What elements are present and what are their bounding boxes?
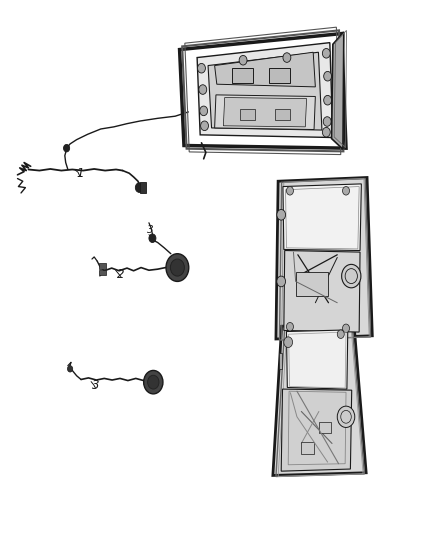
Polygon shape xyxy=(223,98,307,127)
Circle shape xyxy=(286,187,293,195)
Polygon shape xyxy=(286,330,348,389)
Circle shape xyxy=(170,259,184,276)
Circle shape xyxy=(343,324,350,333)
Circle shape xyxy=(322,49,330,58)
Bar xyxy=(279,353,282,369)
Circle shape xyxy=(323,117,331,126)
Text: 3: 3 xyxy=(147,225,153,236)
Circle shape xyxy=(135,183,143,192)
Polygon shape xyxy=(208,52,322,130)
Circle shape xyxy=(324,95,332,105)
Circle shape xyxy=(342,264,361,288)
Polygon shape xyxy=(283,184,361,251)
Bar xyxy=(240,109,255,120)
Circle shape xyxy=(144,370,163,394)
Polygon shape xyxy=(215,95,315,130)
Text: 2: 2 xyxy=(117,268,125,281)
Polygon shape xyxy=(273,324,366,475)
Circle shape xyxy=(67,366,73,372)
Circle shape xyxy=(343,187,350,195)
Polygon shape xyxy=(215,52,315,87)
Polygon shape xyxy=(276,177,372,339)
Bar xyxy=(301,442,314,454)
Polygon shape xyxy=(197,43,333,138)
Polygon shape xyxy=(281,389,352,471)
Circle shape xyxy=(324,71,332,81)
Circle shape xyxy=(198,63,205,73)
Bar xyxy=(99,263,106,269)
Circle shape xyxy=(337,406,355,427)
Circle shape xyxy=(277,209,286,220)
Circle shape xyxy=(337,330,344,338)
Circle shape xyxy=(277,276,286,287)
Text: 3: 3 xyxy=(92,379,99,392)
Circle shape xyxy=(148,375,159,389)
Circle shape xyxy=(149,234,156,243)
Circle shape xyxy=(201,121,208,131)
Bar xyxy=(232,68,253,83)
Circle shape xyxy=(200,106,208,116)
Polygon shape xyxy=(332,32,344,149)
Bar xyxy=(99,270,106,275)
Circle shape xyxy=(166,254,189,281)
Bar xyxy=(140,182,146,193)
Bar xyxy=(296,272,328,296)
Circle shape xyxy=(64,144,70,152)
Bar xyxy=(269,68,290,83)
Circle shape xyxy=(284,337,293,348)
Circle shape xyxy=(239,55,247,65)
Circle shape xyxy=(283,53,291,62)
Circle shape xyxy=(322,127,330,137)
Polygon shape xyxy=(284,251,360,332)
Circle shape xyxy=(286,322,293,331)
Bar xyxy=(275,109,290,120)
Bar xyxy=(319,422,331,433)
Text: 1: 1 xyxy=(77,167,84,180)
Circle shape xyxy=(199,85,207,94)
